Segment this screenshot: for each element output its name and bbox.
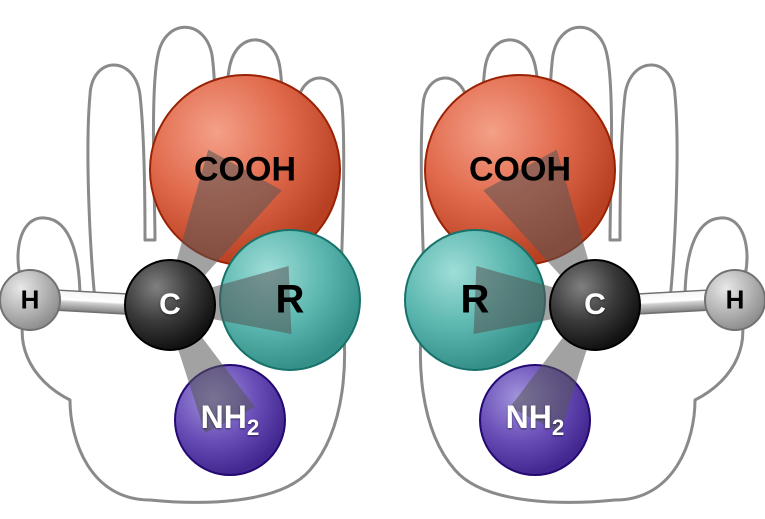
right-r-label: R (461, 278, 490, 323)
left-cooh-label: COOH (194, 151, 296, 190)
left-nh2-label: NH2 (201, 399, 260, 441)
left-c-label: C (159, 288, 181, 322)
left-h-label: H (21, 285, 40, 316)
right-cooh-label: COOH (469, 151, 571, 190)
right-h-label: H (726, 285, 745, 316)
chirality-diagram (0, 0, 765, 519)
left-r-label: R (276, 278, 305, 323)
right-c-label: C (584, 288, 606, 322)
right-nh2-label: NH2 (506, 399, 565, 441)
